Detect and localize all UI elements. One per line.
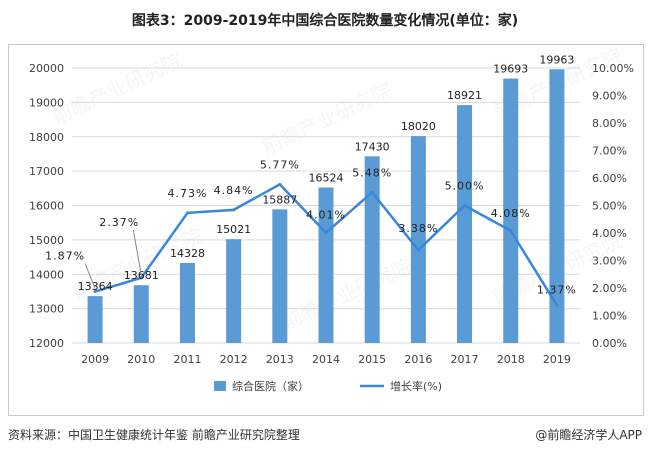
- line-value-label: 2.37%: [99, 216, 139, 229]
- bar: [226, 239, 242, 343]
- axes: 12000 13000 14000 15000 16000 17000 18000 19000…: [29, 62, 634, 366]
- line-point: [416, 248, 420, 252]
- line-value-label: 4.01%: [306, 209, 346, 222]
- line-value-label: 5.77%: [260, 158, 300, 171]
- y-right-tick-label: 1.00%: [592, 310, 627, 323]
- x-tick-label: 2014: [312, 353, 340, 366]
- y-right-tick-label: 5.00%: [592, 200, 627, 213]
- bar: [364, 156, 380, 343]
- x-tick-label: 2010: [127, 353, 155, 366]
- line-value-label: 3.38%: [398, 222, 438, 235]
- line-series: [93, 182, 559, 307]
- x-tick-label: 2011: [173, 353, 201, 366]
- y-left-tick-label: 12000: [29, 337, 64, 350]
- bar-value-label: 15887: [262, 193, 297, 206]
- bar-value-label: 18921: [447, 89, 482, 102]
- bar: [503, 78, 519, 343]
- x-tick-label: 2018: [497, 353, 525, 366]
- bar: [133, 285, 149, 343]
- watermark-text: 前瞻产业研究院: [279, 253, 416, 334]
- legend-bar-label: 综合医院（家）: [232, 379, 309, 393]
- line-value-label: 5.00%: [445, 180, 485, 193]
- legend-line-label: 增长率(%): [390, 379, 442, 393]
- y-left-tick-label: 14000: [29, 268, 64, 281]
- y-right-tick-label: 0.00%: [592, 337, 627, 350]
- bar: [318, 187, 334, 343]
- x-tick-label: 2012: [220, 353, 248, 366]
- x-tick-label: 2009: [81, 353, 109, 366]
- bar-value-label: 13364: [78, 280, 113, 293]
- bar: [457, 105, 473, 343]
- y-left-tick-label: 19000: [29, 96, 64, 109]
- line-value-label: 4.08%: [491, 207, 531, 220]
- line-point: [555, 303, 559, 307]
- bar: [272, 209, 288, 343]
- leader-line: [132, 229, 142, 275]
- source-note: 资料来源：中国卫生健康统计年鉴 前瞻产业研究院整理: [8, 428, 300, 442]
- y-right-tick-label: 8.00%: [592, 117, 627, 130]
- line-value-label: 5.48%: [352, 166, 392, 179]
- y-left-tick-label: 16000: [29, 200, 64, 213]
- y-left-tick-label: 15000: [29, 234, 64, 247]
- bar: [179, 262, 195, 343]
- bar: [410, 136, 426, 343]
- x-tick-label: 2017: [451, 353, 479, 366]
- bar: [87, 296, 103, 343]
- line-value-label: 1.37%: [537, 283, 577, 296]
- bar-value-label: 14328: [170, 247, 205, 260]
- y-right-tick-label: 7.00%: [592, 145, 627, 158]
- y-right-tick-label: 9.00%: [592, 90, 627, 103]
- x-tick-label: 2013: [266, 353, 294, 366]
- line-point: [185, 211, 189, 215]
- y-right-tick-label: 2.00%: [592, 282, 627, 295]
- line-point: [463, 204, 467, 207]
- line-point: [324, 231, 328, 235]
- line-point: [232, 208, 236, 212]
- bar-value-label: 13681: [124, 269, 159, 282]
- line-value-label: 1.87%: [45, 250, 85, 263]
- bar-value-label: 17430: [355, 140, 390, 153]
- x-tick-label: 2019: [543, 353, 571, 366]
- line-value-label: 4.73%: [167, 187, 207, 200]
- x-tick-label: 2015: [358, 353, 386, 366]
- bar-value-label: 16524: [309, 171, 344, 184]
- bar-value-label: 18020: [401, 120, 436, 133]
- bar-value-label: 19693: [493, 63, 528, 76]
- line-value-label: 4.84%: [214, 184, 254, 197]
- line-point: [278, 182, 282, 186]
- bar-value-label: 15021: [216, 223, 251, 236]
- y-right-tick-label: 3.00%: [592, 255, 627, 268]
- y-left-tick-label: 17000: [29, 165, 64, 178]
- x-tick-label: 2016: [404, 353, 432, 366]
- line-point: [370, 190, 374, 194]
- legend: 综合医院（家） 增长率(%): [214, 379, 442, 393]
- y-right-tick-label: 6.00%: [592, 172, 627, 185]
- line-point: [93, 290, 97, 294]
- y-left-tick-label: 13000: [29, 303, 64, 316]
- line-point: [509, 229, 513, 233]
- chart-title: 图表3：2009-2019年中国综合医院数量变化情况(单位：家): [131, 13, 519, 29]
- legend-bar-swatch: [214, 381, 226, 391]
- bar-value-label: 19963: [539, 53, 574, 66]
- bar-series: [87, 69, 565, 343]
- y-left-tick-label: 20000: [29, 62, 64, 75]
- y-left-tick-label: 18000: [29, 131, 64, 144]
- bar: [549, 69, 565, 343]
- leader-line: [84, 263, 96, 289]
- footer: 资料来源：中国卫生健康统计年鉴 前瞻产业研究院整理 @前瞻经济学人APP: [8, 424, 642, 446]
- y-right-tick-label: 4.00%: [592, 227, 627, 240]
- line-point: [139, 276, 143, 280]
- data-labels: 13364 13681 14328 15021 15887 16524 17430 18020…: [45, 53, 577, 296]
- y-right-tick-label: 10.00%: [592, 62, 634, 75]
- brand-note: @前瞻经济学人APP: [535, 428, 642, 442]
- watermark-text: 前瞻产业研究院: [49, 48, 186, 129]
